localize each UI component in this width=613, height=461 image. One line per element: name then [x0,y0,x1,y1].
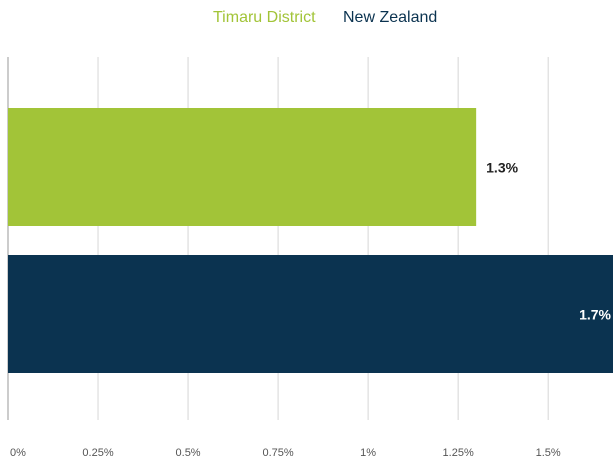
x-tick-label: 0% [10,447,26,459]
x-tick-label: 0.5% [176,447,201,459]
x-tick-label: 1.5% [536,447,561,459]
x-tick-label: 0.25% [82,447,113,459]
x-tick-label: 1% [360,447,376,459]
value-label: 1.3% [486,160,518,176]
legend-label: Timaru District [213,9,316,26]
bar [8,108,477,226]
bar [8,255,613,373]
plot-area [8,108,613,373]
legend-label: New Zealand [343,9,437,26]
x-tick-label: 0.75% [262,447,293,459]
value-label: 1.7% [579,307,611,323]
x-tick-label: 1.25% [443,447,474,459]
